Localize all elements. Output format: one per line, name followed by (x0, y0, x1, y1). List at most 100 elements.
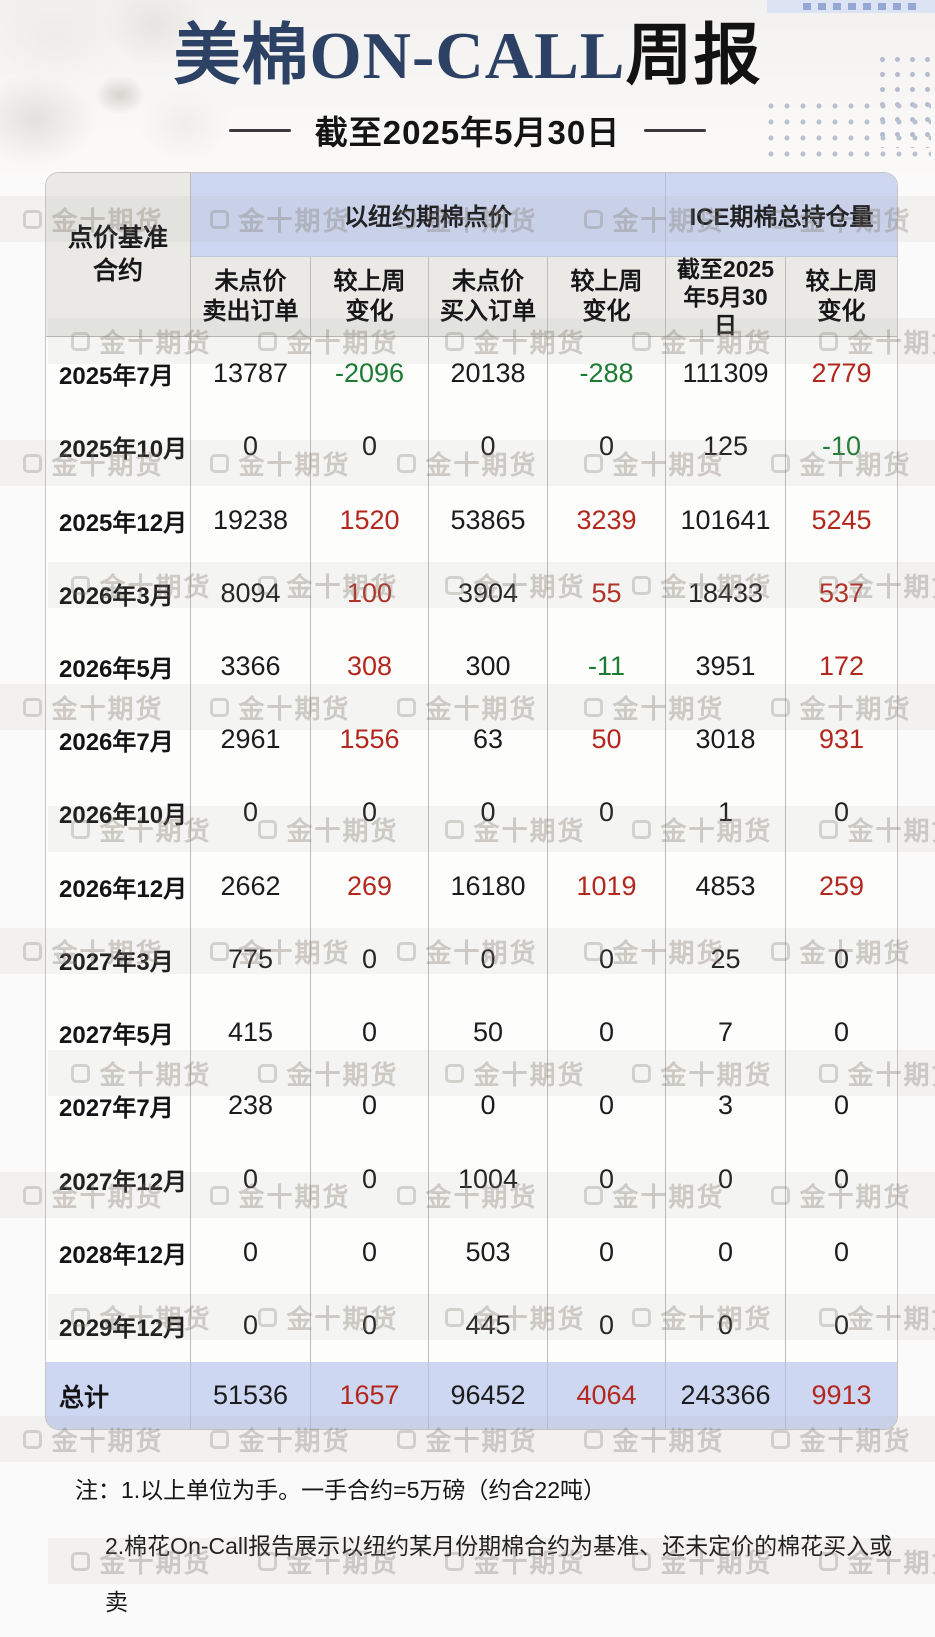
top-right-strip (767, 0, 935, 13)
value-cell: 3951 (666, 629, 786, 704)
value-cell: 0 (833, 1309, 850, 1340)
value-cell: 100 (311, 556, 429, 630)
table-body: 2025年7月 13787 -2096 20138 -288 111309 2779 2025… (46, 337, 897, 1429)
value-cell: 0 (548, 1142, 666, 1216)
value-cell: 1004 (429, 1142, 548, 1216)
value-cell: 125 (666, 410, 786, 484)
value-cell: 0 (833, 797, 850, 828)
table-row: 2027年3月 775 0 0 0 25 0 (46, 922, 897, 996)
value-cell: 300 (429, 629, 548, 704)
value-cell: -288 (548, 337, 666, 411)
subheader-unpriced-buy-orders: 未点价 买入订单 (429, 257, 548, 337)
value-cell: 0 (311, 1215, 429, 1289)
right-dash (644, 128, 707, 132)
value-cell: 0 (548, 1069, 666, 1143)
contract-month-label: 2027年12月 (46, 1142, 191, 1216)
value-cell: 4853 (666, 849, 786, 923)
table-row: 2025年7月 13787 -2096 20138 -288 111309 2779 (46, 337, 897, 411)
value-cell: 259 (818, 870, 865, 901)
value-cell: 4064 (548, 1362, 666, 1429)
subheader-weekly-change: 较上周 变化 (786, 257, 897, 337)
value-cell: 0 (548, 410, 666, 484)
table-row: 2025年12月 19238 1520 53865 3239 101641 5245 (46, 483, 897, 557)
table-row: 2026年3月 8094 100 3904 55 18433 537 (46, 556, 897, 630)
value-cell: 2662 (191, 849, 311, 923)
value-cell: 20138 (429, 337, 548, 411)
value-cell: 63 (429, 703, 548, 777)
cotton-photo (0, 0, 300, 172)
watermark-logo-icon (23, 1429, 43, 1449)
value-cell: 0 (548, 1215, 666, 1289)
value-cell: 537 (818, 577, 865, 608)
title-highlight: 美棉ON-CALL (173, 19, 626, 93)
table-row: 2026年12月 2662 269 16180 1019 4853 259 (46, 849, 897, 923)
value-cell: 0 (666, 1142, 786, 1216)
table-header: 点价基准 合约 以纽约期棉点价 ICE期棉总持仓量 未点价 卖出订单 较上周 变… (46, 173, 897, 338)
value-cell: 238 (191, 1069, 311, 1143)
contract-month-label: 2027年3月 (46, 922, 191, 996)
watermark-logo-icon (397, 1429, 417, 1449)
value-cell: 3 (666, 1069, 786, 1143)
contract-month-label: 2027年5月 (46, 995, 191, 1070)
footnotes: 注：1.以上单位为手。一手合约=5万磅（约合22吨） 2.棉花On-Call报告… (75, 1462, 905, 1637)
value-cell: 55 (548, 556, 666, 630)
value-cell: 19238 (191, 483, 311, 557)
value-cell: 0 (191, 410, 311, 484)
watermark-logo-icon (23, 941, 43, 961)
value-cell: 3018 (666, 703, 786, 777)
watermark-logo-icon (771, 1429, 791, 1449)
contract-month-label: 2028年12月 (46, 1215, 191, 1289)
watermark-logo-icon (23, 1185, 43, 1205)
contract-month-label: 总计 (46, 1362, 191, 1429)
footnote-line: 出数量，由专项账户单个期货合约持仓量大于或等于100手的贸易商报告 (105, 1630, 905, 1637)
watermark-logo-icon (23, 697, 43, 717)
value-cell: 172 (818, 650, 865, 681)
value-cell: 2961 (191, 703, 311, 777)
value-cell: 503 (429, 1215, 548, 1289)
table-row: 2027年7月 238 0 0 0 3 0 (46, 1069, 897, 1143)
contract-month-label: 2026年12月 (46, 849, 191, 923)
total-row: 总计 51536 1657 96452 4064 243366 9913 (46, 1362, 897, 1429)
value-cell: 1 (666, 776, 786, 850)
value-cell: 0 (833, 1017, 850, 1048)
value-cell: 0 (833, 943, 850, 974)
contract-month-label: 2029年12月 (46, 1288, 191, 1363)
subheader-unpriced-sell-orders: 未点价 卖出订单 (191, 257, 311, 337)
value-cell: 2779 (811, 358, 872, 389)
value-cell: 1556 (311, 703, 429, 777)
value-cell: 9913 (811, 1380, 872, 1411)
value-cell: 0 (429, 776, 548, 850)
subheader-weekly-change: 较上周 变化 (311, 257, 429, 337)
value-cell: 0 (191, 1288, 311, 1363)
group-header-ny-pricing: 以纽约期棉点价 (191, 173, 666, 257)
value-cell: 0 (311, 1142, 429, 1216)
value-cell: 243366 (666, 1362, 786, 1429)
table-row: 2026年5月 3366 308 300 -11 3951 172 (46, 629, 897, 704)
value-cell: -11 (548, 629, 666, 704)
value-cell: 0 (191, 1215, 311, 1289)
contract-month-label: 2026年3月 (46, 556, 191, 630)
hero-banner: 美棉ON-CALL周报 截至2025年5月30日 (0, 0, 935, 172)
corner-header: 点价基准 合约 (46, 173, 191, 337)
value-cell: 13787 (191, 337, 311, 411)
table-row: 2028年12月 0 0 503 0 0 0 (46, 1215, 897, 1289)
value-cell: 0 (833, 1090, 850, 1121)
contract-month-label: 2025年7月 (46, 337, 191, 411)
contract-month-label: 2025年10月 (46, 410, 191, 484)
value-cell: 0 (429, 1069, 548, 1143)
value-cell: 101641 (666, 483, 786, 557)
value-cell: 0 (548, 995, 666, 1070)
value-cell: 3366 (191, 629, 311, 704)
value-cell: 1657 (311, 1362, 429, 1429)
table-row: 2025年10月 0 0 0 0 125 -10 (46, 410, 897, 484)
value-cell: 1520 (311, 483, 429, 557)
title-rest: 周报 (625, 19, 762, 93)
contract-month-label: 2025年12月 (46, 483, 191, 557)
value-cell: 5245 (811, 504, 872, 535)
value-cell: 0 (311, 776, 429, 850)
contract-month-label: 2026年7月 (46, 703, 191, 777)
subheader-weekly-change: 较上周 变化 (548, 257, 666, 337)
subtitle-row: 截至2025年5月30日 (0, 104, 935, 156)
value-cell: 0 (548, 1288, 666, 1363)
